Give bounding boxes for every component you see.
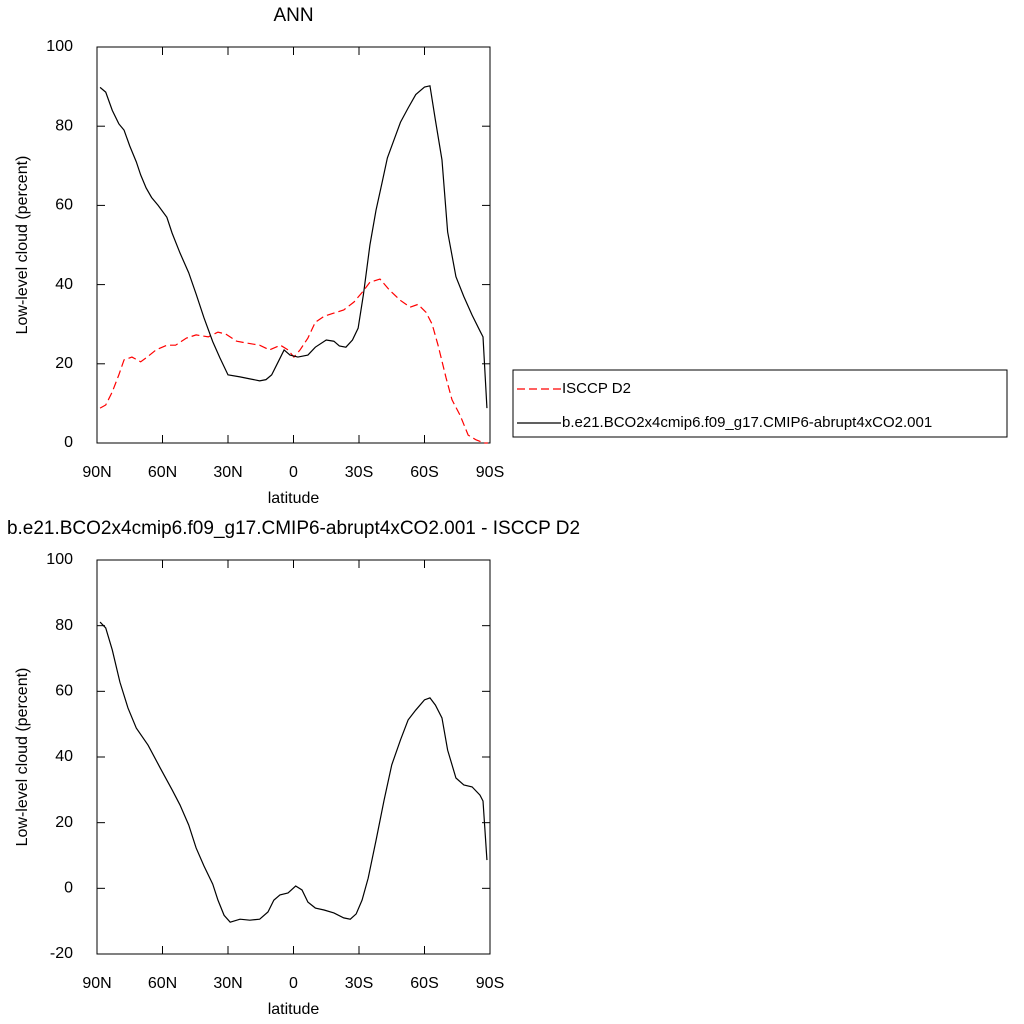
- x-tick-label: 60S: [410, 975, 438, 992]
- y-tick-label: 0: [64, 880, 73, 897]
- y-tick-label: 80: [55, 617, 73, 634]
- x-tick-label: 90N: [82, 464, 111, 481]
- x-tick-label: 30N: [213, 464, 242, 481]
- y-tick-label: 0: [64, 434, 73, 451]
- chart-title: b.e21.BCO2x4cmip6.f09_g17.CMIP6-abrupt4x…: [7, 518, 580, 539]
- x-axis-label: latitude: [268, 1001, 320, 1018]
- y-tick-label: 20: [55, 814, 73, 831]
- y-axis-label: Low-level cloud (percent): [14, 668, 31, 847]
- y-tick-label: 100: [46, 38, 73, 55]
- y-tick-label: 80: [55, 117, 73, 134]
- x-tick-label: 30S: [345, 464, 373, 481]
- data-line: [99, 278, 488, 444]
- x-tick-label: 90S: [476, 464, 504, 481]
- x-tick-label: 0: [289, 975, 298, 992]
- x-tick-label: 90S: [476, 975, 504, 992]
- y-tick-label: 60: [55, 683, 73, 700]
- y-tick-label: 20: [55, 355, 73, 372]
- y-axis-label: Low-level cloud (percent): [14, 156, 31, 335]
- y-tick-label: -20: [50, 945, 73, 962]
- plot-frame: [96, 46, 491, 444]
- x-tick-label: 90N: [82, 975, 111, 992]
- y-tick-label: 60: [55, 197, 73, 214]
- x-axis-label: latitude: [268, 490, 320, 507]
- x-tick-label: 60N: [148, 464, 177, 481]
- legend-box: [512, 369, 1008, 438]
- y-tick-label: 100: [46, 551, 73, 568]
- x-tick-label: 0: [289, 464, 298, 481]
- x-tick-label: 30N: [213, 975, 242, 992]
- data-line: [99, 621, 488, 923]
- x-tick-label: 60S: [410, 464, 438, 481]
- x-tick-label: 60N: [148, 975, 177, 992]
- plot-frame: [96, 559, 491, 955]
- legend-label: b.e21.BCO2x4cmip6.f09_g17.CMIP6-abrupt4x…: [562, 414, 932, 431]
- data-line: [99, 85, 488, 409]
- y-tick-label: 40: [55, 748, 73, 765]
- y-tick-label: 40: [55, 276, 73, 293]
- x-tick-label: 30S: [345, 975, 373, 992]
- chart-title: ANN: [273, 5, 313, 26]
- legend-label: ISCCP D2: [562, 380, 631, 397]
